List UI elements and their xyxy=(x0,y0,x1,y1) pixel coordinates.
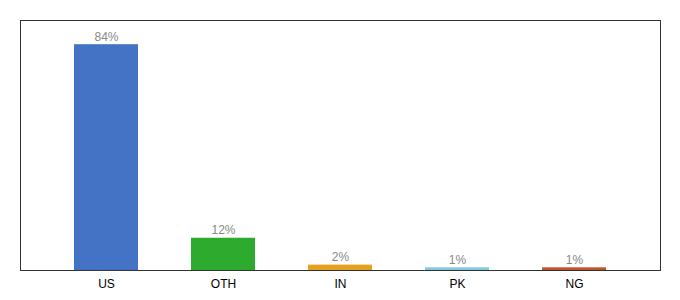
svg-text:12%: 12% xyxy=(211,223,235,237)
svg-text:US: US xyxy=(98,277,115,291)
svg-text:PK: PK xyxy=(449,277,465,291)
svg-text:NG: NG xyxy=(566,277,584,291)
svg-text:84%: 84% xyxy=(94,30,118,44)
svg-text:1%: 1% xyxy=(566,253,584,267)
svg-text:2%: 2% xyxy=(332,250,350,264)
svg-text:OTH: OTH xyxy=(211,277,236,291)
svg-text:IN: IN xyxy=(335,277,347,291)
svg-text:1%: 1% xyxy=(449,253,467,267)
